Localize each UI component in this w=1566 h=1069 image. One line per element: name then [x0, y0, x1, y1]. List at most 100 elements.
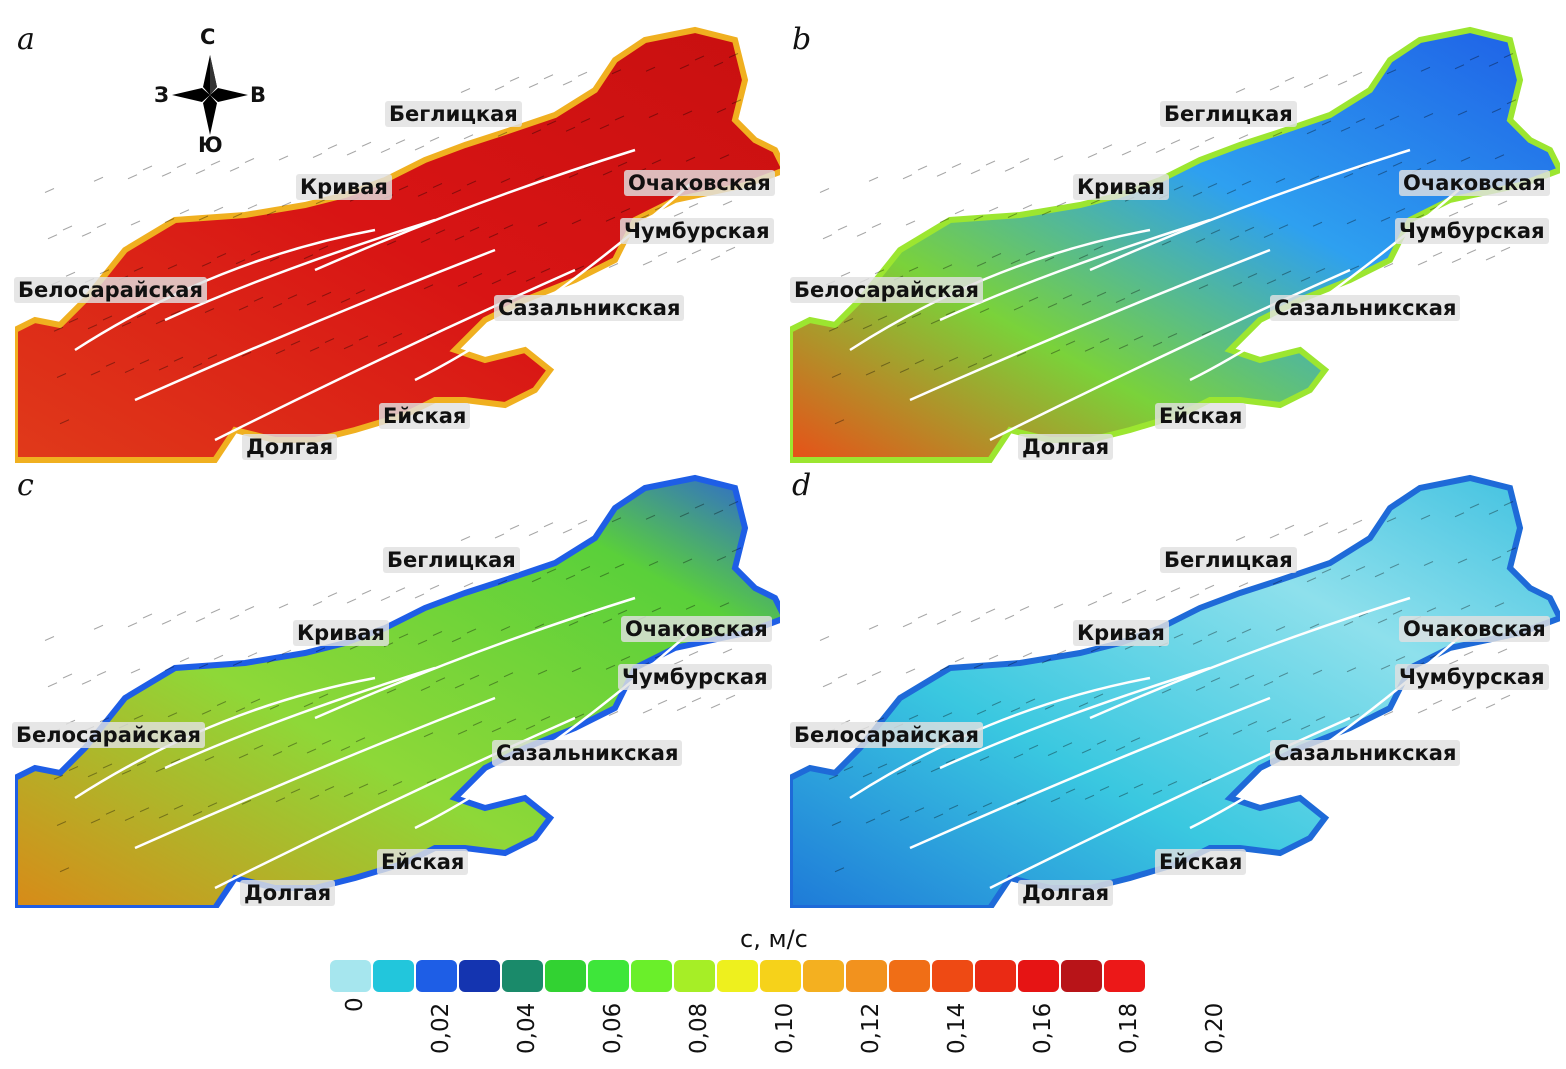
- velocity-vector: [130, 668, 141, 674]
- velocity-vector: [358, 335, 369, 341]
- velocity-vector: [856, 231, 867, 237]
- velocity-vector: [1506, 99, 1517, 105]
- label-sazalnikskaya: Сазальникская: [1270, 740, 1461, 766]
- velocity-vector: [269, 704, 280, 710]
- velocity-vector: [871, 671, 882, 676]
- velocity-vector: [1241, 628, 1252, 634]
- velocity-vector: [973, 215, 984, 221]
- velocity-vector: [466, 628, 477, 634]
- velocity-vector: [1232, 281, 1243, 287]
- velocity-vector: [210, 160, 221, 166]
- label-dolgaya: Долгая: [240, 880, 336, 906]
- velocity-vector: [1355, 566, 1366, 571]
- velocity-vector: [1358, 164, 1369, 170]
- velocity-vector: [1272, 131, 1283, 137]
- velocity-vector: [1241, 180, 1252, 186]
- velocity-vector: [1272, 579, 1283, 585]
- velocity-vector: [158, 813, 169, 819]
- velocity-vector: [213, 654, 224, 660]
- velocity-vector: [713, 61, 724, 67]
- label-chumburskaya: Чумбурская: [620, 218, 774, 244]
- velocity-vector: [1189, 145, 1200, 151]
- velocity-vector: [834, 867, 845, 873]
- velocity-vector: [420, 238, 431, 243]
- velocity-vector: [426, 330, 437, 336]
- velocity-vector: [874, 269, 885, 275]
- velocity-vector: [1454, 512, 1465, 518]
- legend-tick-label: 0,12: [858, 1002, 884, 1054]
- velocity-vector: [423, 284, 434, 290]
- velocity-vector: [1497, 200, 1508, 206]
- legend-tick-label: 0: [342, 997, 368, 1012]
- velocity-vector: [1284, 76, 1295, 82]
- velocity-vector: [583, 612, 594, 618]
- velocity-vector: [1170, 139, 1181, 145]
- velocity-vector: [954, 209, 965, 215]
- velocity-vector: [340, 298, 351, 303]
- velocity-vector: [911, 313, 922, 318]
- velocity-vector: [620, 208, 631, 213]
- velocity-vector: [195, 617, 206, 623]
- velocity-vector: [201, 261, 212, 267]
- velocity-vector: [321, 291, 332, 297]
- velocity-vector: [565, 574, 576, 580]
- velocity-vector: [93, 624, 104, 630]
- velocity-vector: [568, 173, 579, 178]
- velocity-vector: [392, 781, 403, 786]
- velocity-vector: [1152, 789, 1163, 795]
- velocity-vector: [1050, 797, 1061, 803]
- velocity-vector: [1306, 129, 1317, 135]
- velocity-vector: [871, 223, 882, 228]
- velocity-vector: [843, 318, 854, 323]
- velocity-vector: [657, 251, 668, 257]
- velocity-vector: [1281, 718, 1292, 724]
- velocity-vector: [87, 772, 98, 778]
- velocity-vector: [235, 259, 246, 265]
- velocity-vector: [599, 124, 610, 130]
- velocity-vector: [716, 108, 727, 113]
- velocity-vector: [287, 742, 298, 748]
- velocity-vector: [1007, 213, 1018, 218]
- velocity-vector: [1195, 238, 1206, 243]
- velocity-vector: [1451, 706, 1462, 711]
- velocity-vector: [266, 210, 277, 216]
- velocity-vector: [642, 260, 653, 266]
- velocity-vector: [1232, 729, 1243, 735]
- velocity-vector: [1457, 110, 1468, 116]
- streamline: [74, 676, 376, 800]
- velocity-vector: [1133, 783, 1144, 789]
- velocity-vector: [834, 419, 845, 425]
- velocity-vector: [831, 373, 842, 378]
- legend-tick-label: 0,06: [600, 1002, 626, 1054]
- velocity-vector: [47, 234, 58, 240]
- velocity-vector: [229, 614, 240, 620]
- velocity-vector: [250, 698, 261, 704]
- velocity-vector: [309, 346, 320, 352]
- velocity-vector: [1503, 501, 1514, 506]
- velocity-vector: [1050, 349, 1061, 355]
- velocity-vector: [930, 767, 941, 773]
- velocity-vector: [303, 254, 314, 260]
- velocity-vector: [528, 83, 539, 88]
- velocity-vector: [1485, 255, 1496, 261]
- velocity-vector: [155, 319, 166, 325]
- velocity-vector: [930, 319, 941, 325]
- streamline: [849, 676, 1151, 800]
- velocity-vector: [463, 134, 474, 140]
- velocity-vector: [303, 702, 314, 708]
- velocity-vector: [945, 758, 956, 764]
- velocity-vector: [392, 333, 403, 338]
- velocity-vector: [494, 85, 505, 91]
- velocity-vector: [988, 206, 999, 212]
- label-sazalnikskaya: Сазальникская: [1270, 295, 1461, 321]
- velocity-vector: [1494, 602, 1505, 608]
- velocity-vector: [321, 739, 332, 745]
- velocity-vector: [346, 598, 357, 604]
- velocity-vector: [1386, 517, 1397, 523]
- velocity-vector: [53, 774, 64, 780]
- velocity-vector: [1491, 108, 1502, 113]
- velocity-vector: [902, 174, 913, 180]
- velocity-vector: [1503, 53, 1514, 58]
- velocity-vector: [1189, 593, 1200, 599]
- velocity-vector: [173, 356, 184, 362]
